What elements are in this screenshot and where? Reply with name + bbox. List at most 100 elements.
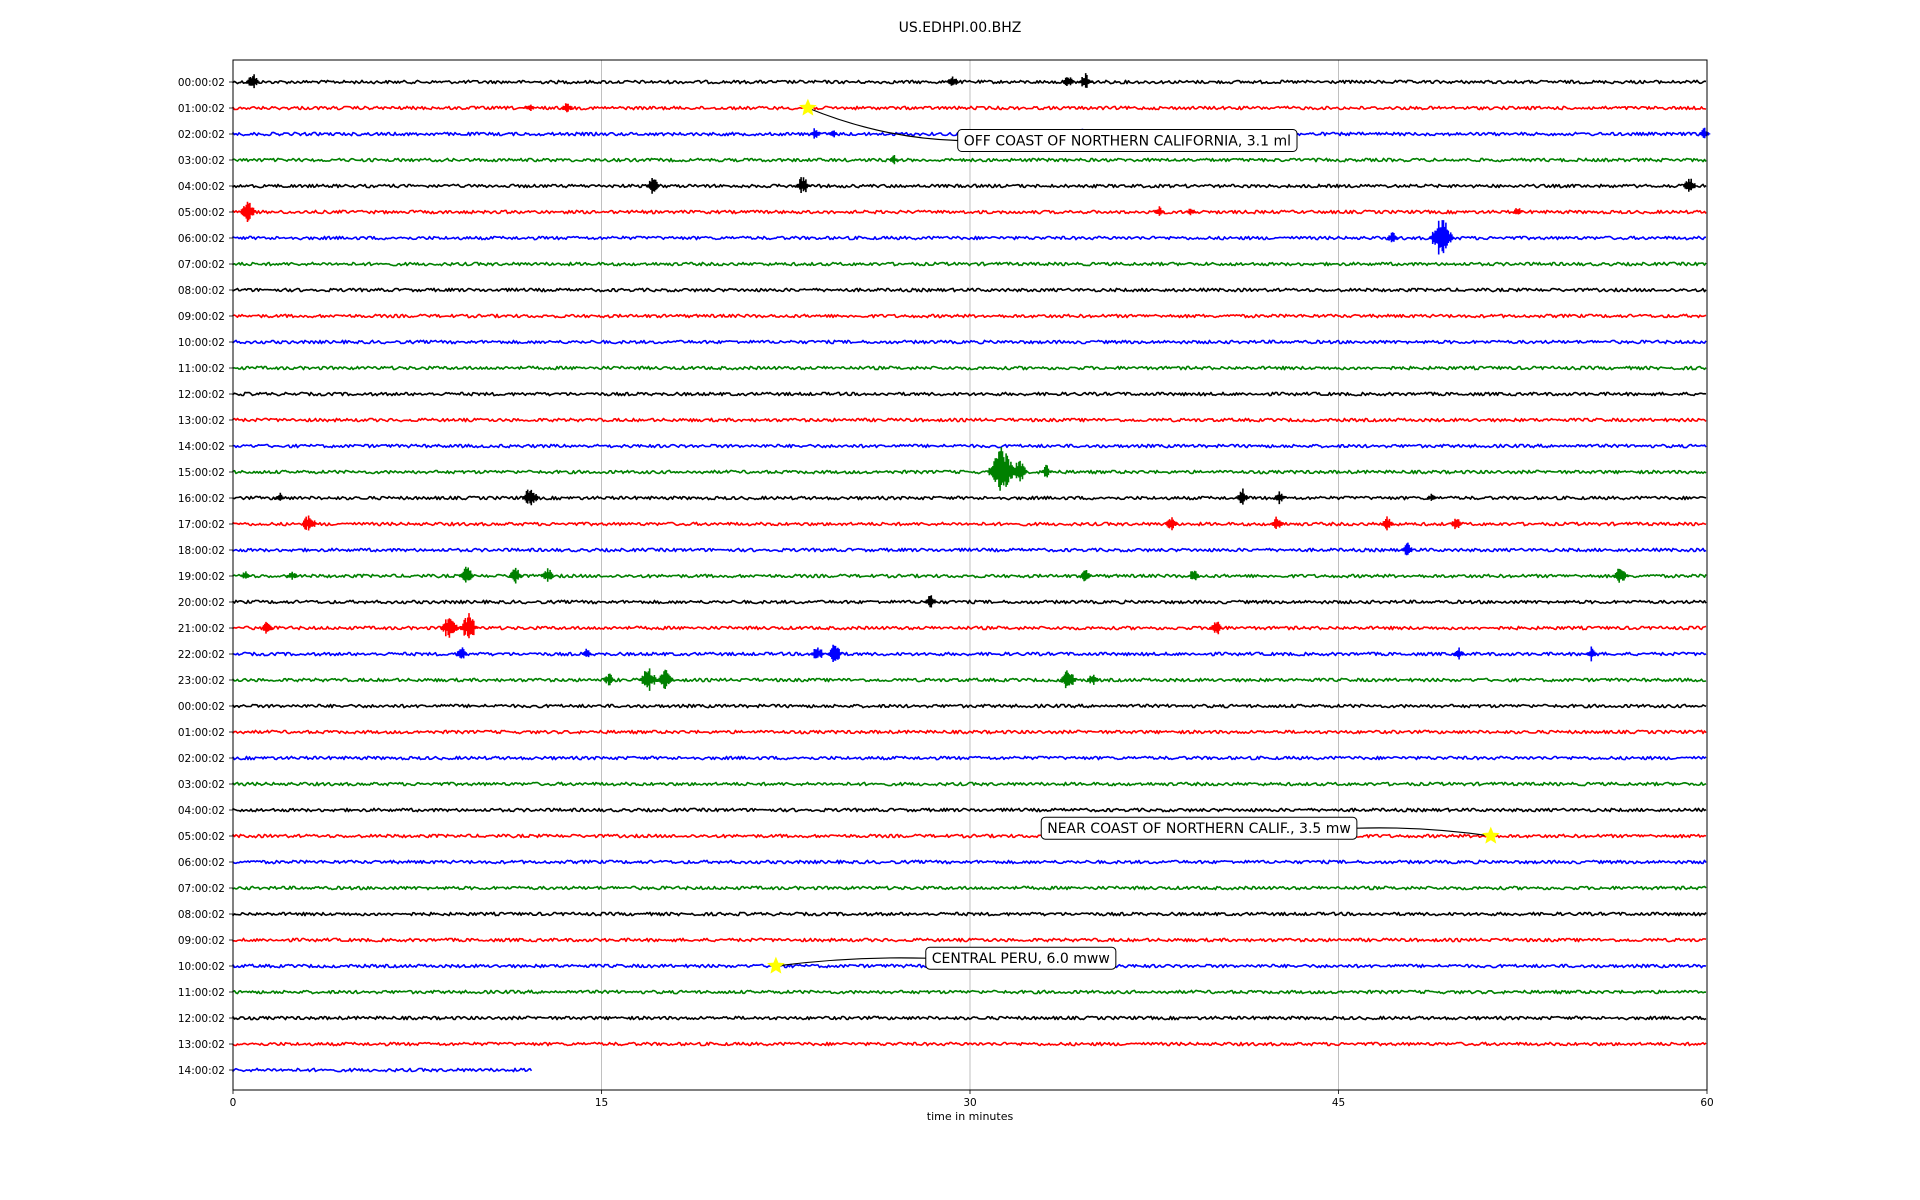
- trace-row: [232, 937, 1707, 943]
- annotation-label: NEAR COAST OF NORTHERN CALIF., 3.5 mw: [1047, 821, 1351, 837]
- row-time-label: 23:00:02: [178, 675, 225, 687]
- annotation-connector: [775, 957, 926, 967]
- trace-row: [232, 365, 1707, 371]
- trace-row: [232, 644, 1707, 662]
- trace-row: [232, 595, 1707, 608]
- trace-row: [232, 755, 1707, 761]
- row-time-label: 10:00:02: [178, 961, 225, 973]
- row-time-label: 01:00:02: [178, 103, 225, 115]
- row-time-label: 11:00:02: [178, 363, 225, 375]
- grid-lines: [601, 60, 1339, 1090]
- trace-row: [232, 261, 1707, 267]
- trace-row: [232, 989, 1707, 995]
- trace-row: [232, 313, 1707, 319]
- event-star-marker: [1481, 826, 1500, 844]
- row-time-label: 22:00:02: [178, 649, 225, 661]
- trace-row: [232, 220, 1706, 255]
- row-time-label: 06:00:02: [178, 857, 225, 869]
- trace-row: [232, 201, 1707, 222]
- annotation-connector: [807, 107, 958, 142]
- trace-row: [232, 1041, 1707, 1047]
- trace-row: [232, 1015, 1707, 1021]
- x-tick-label: 0: [230, 1097, 237, 1109]
- trace-row: [232, 417, 1707, 423]
- trace-row: [232, 668, 1707, 691]
- trace-row: [232, 566, 1707, 584]
- event-star-marker: [799, 98, 817, 116]
- row-time-label: 12:00:02: [178, 1013, 225, 1025]
- row-time-label: 10:00:02: [178, 337, 225, 349]
- trace-row: [232, 488, 1707, 506]
- row-time-label: 07:00:02: [178, 883, 225, 895]
- annotation-connector: [1356, 827, 1491, 837]
- x-axis-label: time in minutes: [927, 1110, 1014, 1123]
- event-annotation: NEAR COAST OF NORTHERN CALIF., 3.5 mw: [1040, 816, 1500, 844]
- row-time-label: 16:00:02: [178, 493, 225, 505]
- trace-row: [232, 703, 1707, 709]
- annotation-label: OFF COAST OF NORTHERN CALIFORNIA, 3.1 ml: [964, 134, 1291, 150]
- trace-row: [232, 287, 1707, 293]
- row-time-label: 17:00:02: [178, 519, 225, 531]
- row-time-label: 02:00:02: [178, 753, 225, 765]
- row-time-label: 09:00:02: [178, 935, 225, 947]
- trace-row: [232, 859, 1707, 865]
- x-tick-label: 15: [595, 1097, 608, 1109]
- trace-row: [232, 1067, 533, 1073]
- event-annotation: CENTRAL PERU, 6.0 mww: [767, 946, 1117, 974]
- trace-row: [232, 542, 1707, 556]
- row-time-label: 14:00:02: [178, 1065, 225, 1077]
- trace-row: [232, 781, 1707, 787]
- row-time-label: 06:00:02: [178, 233, 225, 245]
- trace-row: [232, 73, 1707, 89]
- trace-row: [232, 515, 1707, 531]
- trace-row: [232, 443, 1707, 449]
- trace-row: [232, 613, 1707, 639]
- trace-row: [232, 155, 1707, 165]
- seismic-traces: [232, 73, 1711, 1073]
- row-time-label: 12:00:02: [178, 389, 225, 401]
- row-time-label: 11:00:02: [178, 987, 225, 999]
- row-time-label: 21:00:02: [178, 623, 225, 635]
- row-time-label: 15:00:02: [178, 467, 225, 479]
- trace-row: [232, 447, 1707, 491]
- row-time-label: 04:00:02: [178, 805, 225, 817]
- trace-row: [232, 833, 1707, 839]
- row-time-label: 13:00:02: [178, 415, 225, 427]
- trace-row: [232, 885, 1707, 891]
- event-annotations: OFF COAST OF NORTHERN CALIFORNIA, 3.1 ml…: [767, 98, 1500, 974]
- row-time-label: 20:00:02: [178, 597, 225, 609]
- row-time-label: 05:00:02: [178, 207, 225, 219]
- annotation-label: CENTRAL PERU, 6.0 mww: [932, 951, 1110, 967]
- row-time-label: 19:00:02: [178, 571, 225, 583]
- event-star-marker: [767, 956, 785, 974]
- row-time-label: 09:00:02: [178, 311, 225, 323]
- x-tick-label: 45: [1332, 1097, 1345, 1109]
- row-time-label: 14:00:02: [178, 441, 225, 453]
- row-time-labels: 00:00:02 01:00:02 02:00:02 03:00:02 04:00:02…: [178, 77, 233, 1077]
- row-time-label: 01:00:02: [178, 727, 225, 739]
- row-time-label: 08:00:02: [178, 909, 225, 921]
- event-annotation: OFF COAST OF NORTHERN CALIFORNIA, 3.1 ml: [799, 98, 1298, 152]
- row-time-label: 04:00:02: [178, 181, 225, 193]
- x-axis-ticks: 0 15 30 45 60: [230, 1090, 1714, 1109]
- row-time-label: 00:00:02: [178, 77, 225, 89]
- row-time-label: 13:00:02: [178, 1039, 225, 1051]
- row-time-label: 03:00:02: [178, 155, 225, 167]
- trace-row: [232, 911, 1707, 917]
- trace-row: [232, 729, 1707, 735]
- row-time-label: 07:00:02: [178, 259, 225, 271]
- row-time-label: 18:00:02: [178, 545, 225, 557]
- row-time-label: 08:00:02: [178, 285, 225, 297]
- row-time-label: 05:00:02: [178, 831, 225, 843]
- x-tick-label: 30: [963, 1097, 976, 1109]
- row-time-label: 00:00:02: [178, 701, 225, 713]
- x-tick-label: 60: [1700, 1097, 1713, 1109]
- trace-row: [232, 103, 1707, 113]
- trace-row: [232, 177, 1707, 194]
- trace-row: [232, 807, 1707, 813]
- chart-title: US.EDHPI.00.BHZ: [898, 20, 1022, 36]
- trace-row: [232, 339, 1707, 345]
- row-time-label: 02:00:02: [178, 129, 225, 141]
- row-time-label: 03:00:02: [178, 779, 225, 791]
